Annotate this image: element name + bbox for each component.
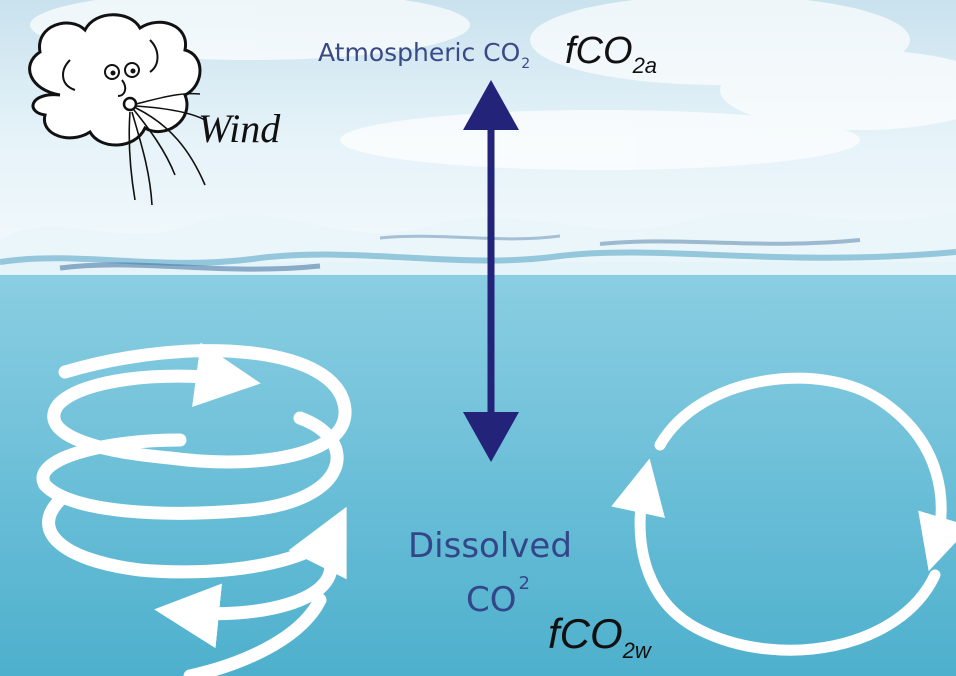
dissolved-label: Dissolved — [408, 526, 572, 566]
sea-surface-foam — [0, 210, 956, 275]
wind-lines — [128, 92, 206, 206]
fco2w-label: fCO2w — [548, 610, 651, 663]
circulation-loop — [611, 372, 956, 656]
wind-label: Wind — [198, 106, 281, 151]
turbulence-spiral — [36, 342, 352, 676]
fco2a-label: fCO2a — [565, 30, 658, 78]
dissolved-co2-label: CO 2 — [466, 573, 530, 620]
exchange-arrow — [463, 80, 519, 462]
atmospheric-co2-label: Atmospheric CO2 — [318, 38, 531, 72]
wind-cloud-icon — [28, 13, 206, 206]
